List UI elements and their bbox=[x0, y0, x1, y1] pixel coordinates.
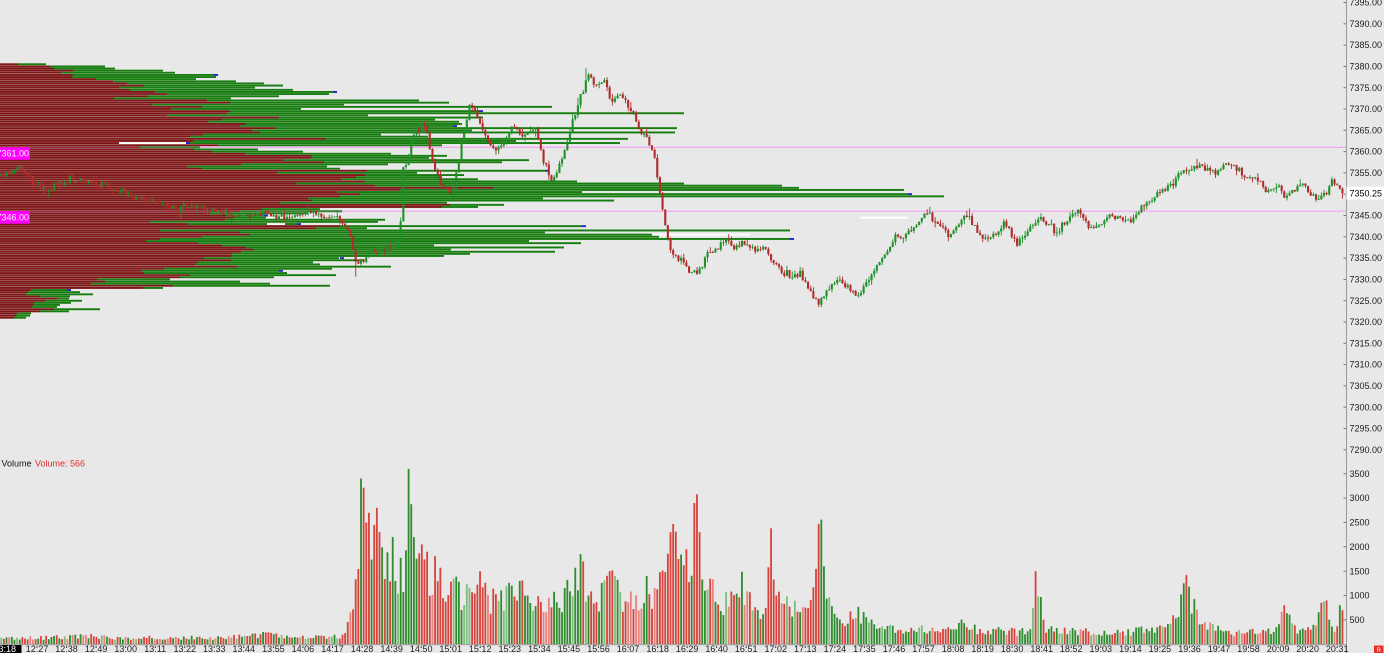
svg-text:7390.00: 7390.00 bbox=[1350, 19, 1383, 29]
svg-text:13:18: 13:18 bbox=[0, 644, 16, 653]
svg-text:7370.00: 7370.00 bbox=[1350, 104, 1383, 114]
svg-text:13:22: 13:22 bbox=[174, 644, 197, 653]
svg-text:13:55: 13:55 bbox=[262, 644, 285, 653]
svg-text:14:50: 14:50 bbox=[410, 644, 433, 653]
svg-text:7325.00: 7325.00 bbox=[1350, 296, 1383, 306]
svg-text:2500: 2500 bbox=[1350, 518, 1370, 528]
svg-text:19:25: 19:25 bbox=[1149, 644, 1172, 653]
svg-text:7320.00: 7320.00 bbox=[1350, 317, 1383, 327]
svg-text:12:38: 12:38 bbox=[55, 644, 78, 653]
svg-text:7345.00: 7345.00 bbox=[1350, 211, 1383, 221]
svg-text:19:03: 19:03 bbox=[1090, 644, 1113, 653]
svg-text:7365.00: 7365.00 bbox=[1350, 125, 1383, 135]
svg-text:17:57: 17:57 bbox=[912, 644, 935, 653]
svg-text:17:24: 17:24 bbox=[824, 644, 847, 653]
svg-text:16:18: 16:18 bbox=[646, 644, 669, 653]
svg-text:19:47: 19:47 bbox=[1208, 644, 1231, 653]
svg-text:16:51: 16:51 bbox=[735, 644, 758, 653]
svg-text:7350.25: 7350.25 bbox=[1350, 188, 1383, 198]
svg-text:7335.00: 7335.00 bbox=[1350, 253, 1383, 263]
svg-text:17:46: 17:46 bbox=[883, 644, 906, 653]
svg-text:14:39: 14:39 bbox=[380, 644, 403, 653]
svg-text:7340.00: 7340.00 bbox=[1350, 232, 1383, 242]
svg-text:7305.00: 7305.00 bbox=[1350, 381, 1383, 391]
svg-text:7346.00: 7346.00 bbox=[0, 213, 29, 223]
svg-text:3500: 3500 bbox=[1350, 469, 1370, 479]
svg-text:15:12: 15:12 bbox=[469, 644, 492, 653]
svg-text:15:23: 15:23 bbox=[499, 644, 522, 653]
svg-text:7300.00: 7300.00 bbox=[1350, 402, 1383, 412]
svg-text:7330.00: 7330.00 bbox=[1350, 275, 1383, 285]
svg-text:15:01: 15:01 bbox=[439, 644, 462, 653]
svg-text:1500: 1500 bbox=[1350, 566, 1370, 576]
svg-text:19:14: 19:14 bbox=[1119, 644, 1142, 653]
svg-text:16:40: 16:40 bbox=[705, 644, 728, 653]
svg-text:18:52: 18:52 bbox=[1060, 644, 1083, 653]
svg-text:13:33: 13:33 bbox=[203, 644, 226, 653]
svg-text:13:00: 13:00 bbox=[114, 644, 137, 653]
svg-text:7375.00: 7375.00 bbox=[1350, 83, 1383, 93]
svg-text:7361.00: 7361.00 bbox=[0, 149, 29, 159]
svg-text:18:30: 18:30 bbox=[1001, 644, 1024, 653]
svg-text:7355.00: 7355.00 bbox=[1350, 168, 1383, 178]
svg-text:16:29: 16:29 bbox=[676, 644, 699, 653]
svg-text:20:09: 20:09 bbox=[1267, 644, 1290, 653]
svg-text:500: 500 bbox=[1350, 615, 1365, 625]
svg-text:15:56: 15:56 bbox=[587, 644, 610, 653]
svg-text:12:27: 12:27 bbox=[26, 644, 49, 653]
svg-text:17:35: 17:35 bbox=[853, 644, 876, 653]
svg-text:19:58: 19:58 bbox=[1237, 644, 1260, 653]
svg-text:18:41: 18:41 bbox=[1030, 644, 1053, 653]
svg-text:13:11: 13:11 bbox=[144, 644, 166, 653]
svg-text:R: R bbox=[1377, 648, 1382, 653]
svg-text:15:34: 15:34 bbox=[528, 644, 551, 653]
svg-text:7290.00: 7290.00 bbox=[1350, 445, 1383, 455]
svg-text:14:17: 14:17 bbox=[321, 644, 344, 653]
svg-text:15:45: 15:45 bbox=[558, 644, 581, 653]
svg-text:7315.00: 7315.00 bbox=[1350, 338, 1383, 348]
svg-text:20:20: 20:20 bbox=[1296, 644, 1319, 653]
svg-text:7295.00: 7295.00 bbox=[1350, 424, 1383, 434]
svg-text:14:06: 14:06 bbox=[292, 644, 315, 653]
svg-text:7380.00: 7380.00 bbox=[1350, 62, 1383, 72]
svg-text:16:07: 16:07 bbox=[617, 644, 640, 653]
svg-text:2000: 2000 bbox=[1350, 542, 1370, 552]
svg-text:3000: 3000 bbox=[1350, 493, 1370, 503]
svg-text:18:08: 18:08 bbox=[942, 644, 965, 653]
svg-text:14:28: 14:28 bbox=[351, 644, 374, 653]
svg-text:19:36: 19:36 bbox=[1178, 644, 1201, 653]
svg-text:1000: 1000 bbox=[1350, 591, 1370, 601]
svg-text:13:44: 13:44 bbox=[233, 644, 256, 653]
svg-text:Volume: 566: Volume: 566 bbox=[35, 459, 85, 469]
svg-text:7395.00: 7395.00 bbox=[1350, 0, 1383, 8]
svg-text:Volume: Volume bbox=[2, 459, 32, 469]
svg-text:7310.00: 7310.00 bbox=[1350, 360, 1383, 370]
svg-text:18:19: 18:19 bbox=[971, 644, 994, 653]
svg-text:17:02: 17:02 bbox=[765, 644, 788, 653]
svg-text:7360.00: 7360.00 bbox=[1350, 147, 1383, 157]
svg-text:7385.00: 7385.00 bbox=[1350, 40, 1383, 50]
svg-text:12:49: 12:49 bbox=[85, 644, 108, 653]
svg-text:17:13: 17:13 bbox=[794, 644, 817, 653]
svg-text:20:31: 20:31 bbox=[1326, 644, 1349, 653]
